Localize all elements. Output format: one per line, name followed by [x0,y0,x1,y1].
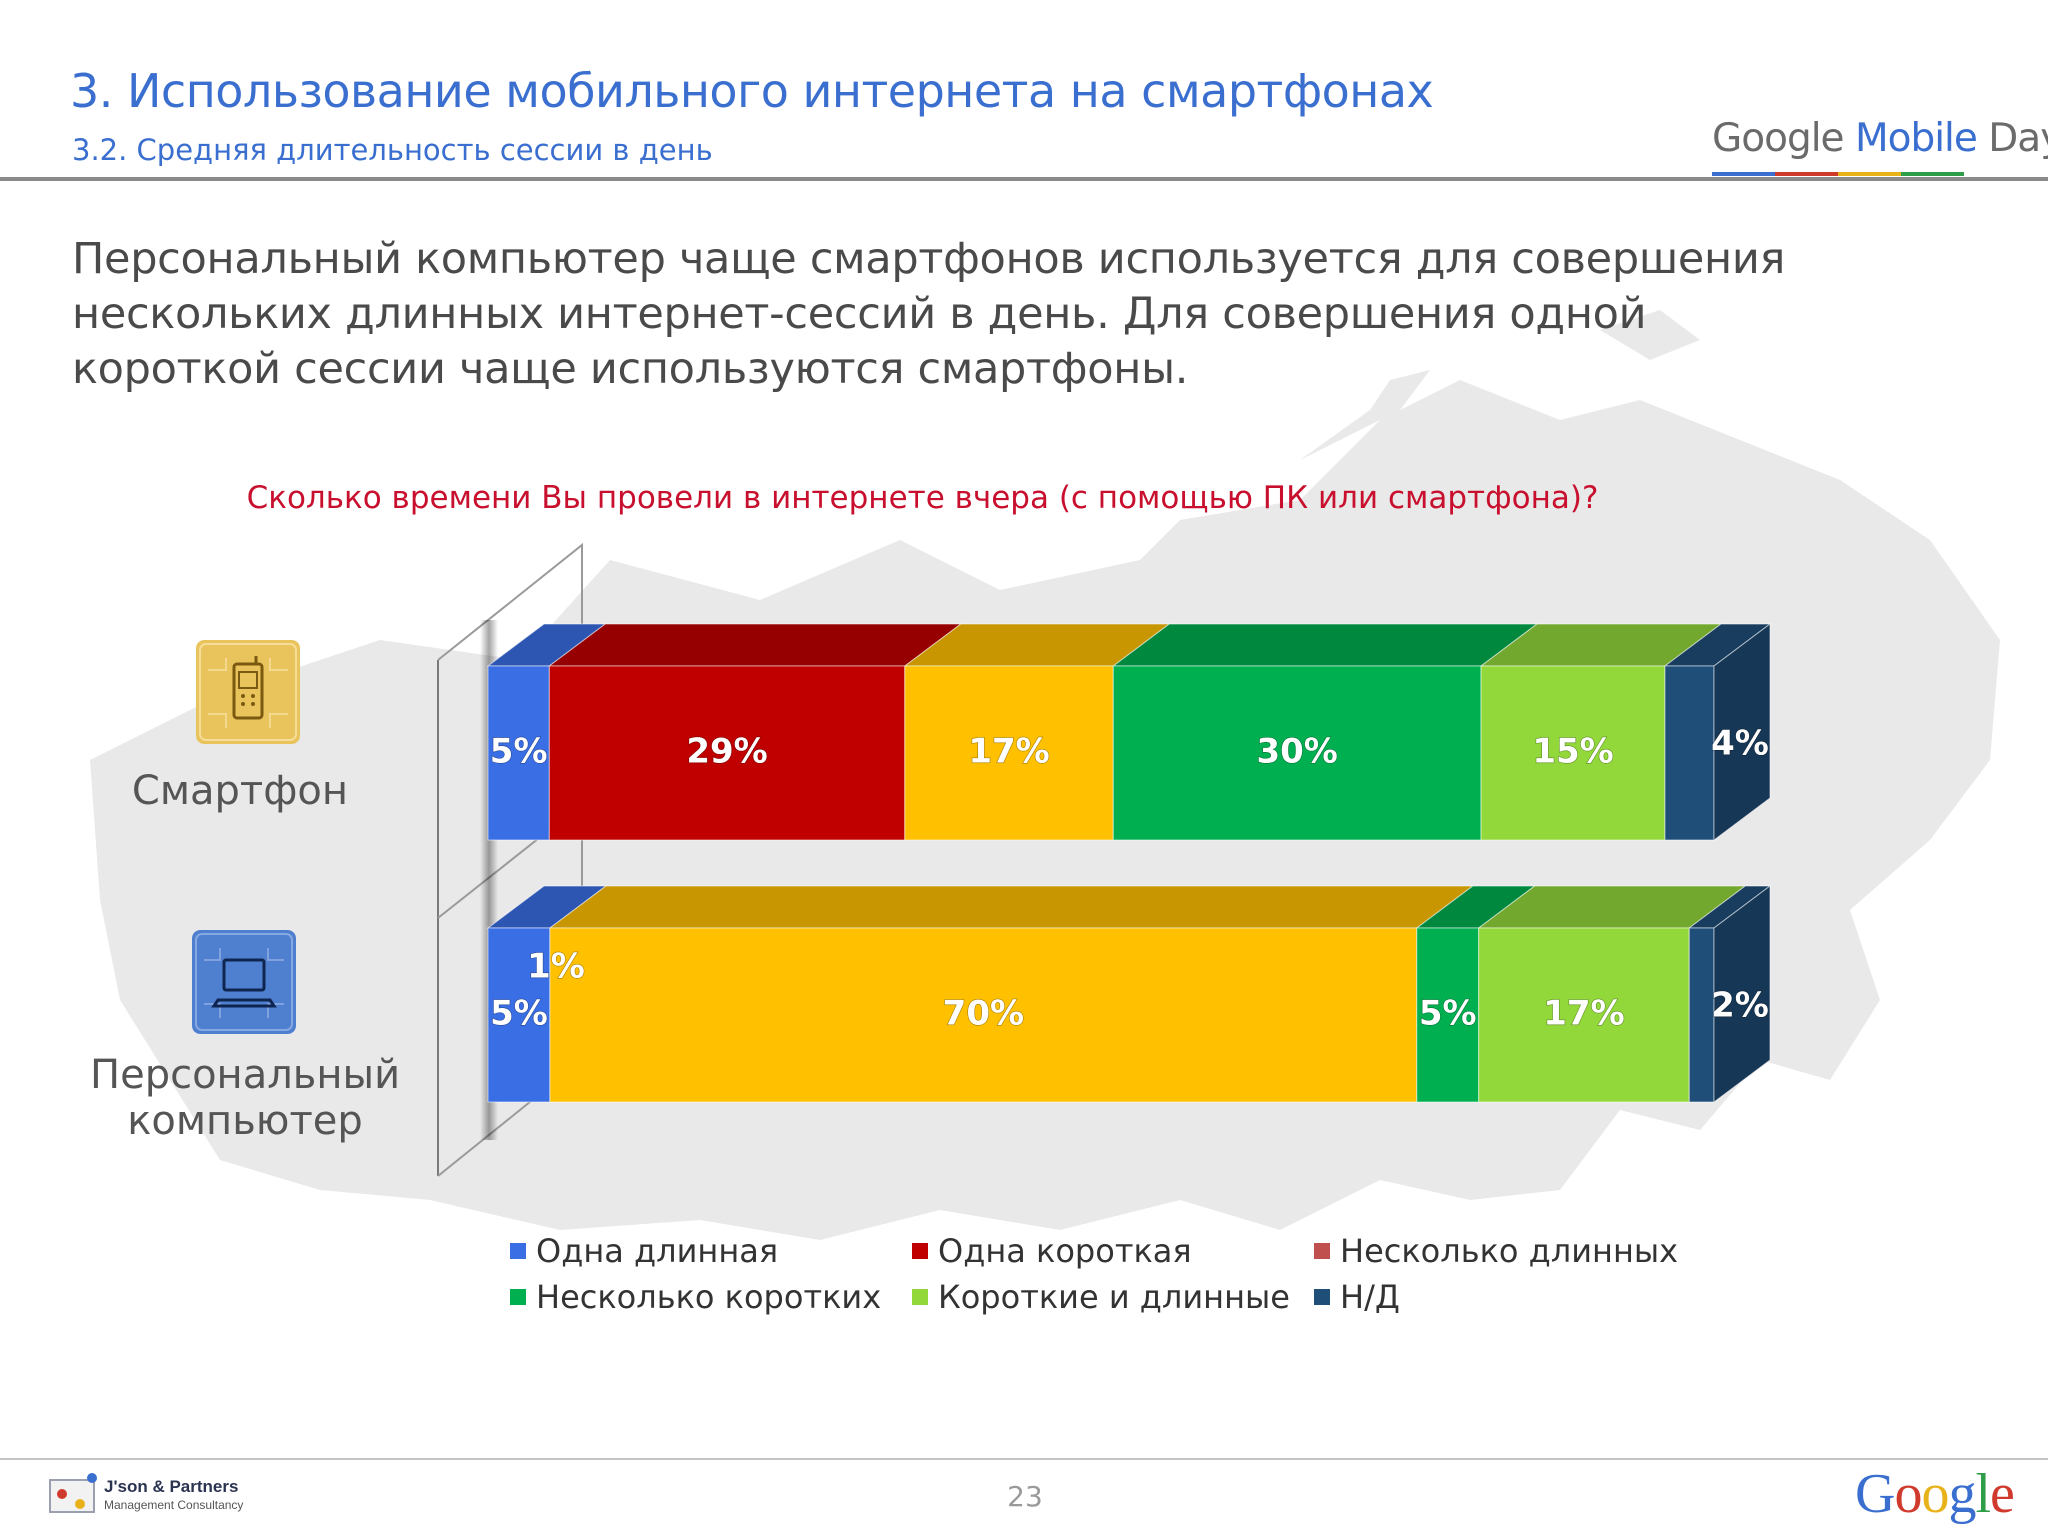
legend-swatch [912,1243,928,1259]
legend-item-several-short: Несколько коротких [510,1278,881,1316]
data-label: 17% [1543,994,1624,1034]
chart-question: Сколько времени Вы провели в интернете в… [246,480,1599,516]
legend-swatch [912,1289,928,1305]
google-logo-letter: g [1948,1463,1976,1525]
legend-item-one-long: Одна длинная [510,1232,778,1270]
footer-company-name: J'son & Partners [104,1477,239,1496]
brand-google-text: Google [1712,116,1845,161]
data-label: 5% [490,994,548,1034]
bar-side-face [1713,885,1771,1103]
bar-side-face [1713,623,1771,841]
bar-top-face [548,885,1475,929]
data-label: 5% [1419,994,1477,1034]
computer-icon [192,930,296,1034]
data-label: 17% [968,732,1049,772]
legend-item-na: Н/Д [1314,1278,1400,1316]
legend-item-several-long: Несколько длинных [1314,1232,1678,1270]
page-subtitle: 3.2. Средняя длительность сессии в день [72,133,713,167]
google-logo-letter: l [1975,1463,1991,1525]
google-logo: Google [1855,1462,2015,1526]
bar-top-face [547,623,963,667]
legend-swatch [510,1289,526,1305]
data-label: 70% [943,994,1024,1034]
google-logo-letter: G [1855,1463,1895,1525]
google-logo-letter: o [1894,1463,1922,1525]
legend-swatch [1314,1289,1330,1305]
legend-label: Несколько длинных [1340,1232,1679,1270]
brand-color-stripe [1712,172,1964,176]
legend-label: Одна короткая [938,1232,1192,1270]
bar-labels-group: 5% 29% 17% 30% 15% 4% 5% 70% 5% 17% 2% 1% [489,723,1769,1034]
data-label: 15% [1532,732,1613,772]
google-logo-letter: o [1921,1463,1949,1525]
brand-day-text: Day [1988,116,2048,161]
header-divider [0,177,2048,181]
bars-group [486,623,1772,1103]
google-mobile-day-logo: Google Mobile Day [1712,116,2048,161]
category-label-computer: Персональный компьютер [90,1052,401,1144]
legend-label: Н/Д [1340,1278,1400,1316]
legend-swatch [1314,1243,1330,1259]
page-title: 3. Использование мобильного интернета на… [70,64,1434,118]
brand-mobile-text: Mobile [1854,116,1978,161]
page-number: 23 [1007,1480,1043,1513]
footer-company-subtitle: Management Consultancy [104,1498,244,1512]
headline-text: Персональный компьютер чаще смартфонов и… [72,234,1786,394]
legend-item-one-short: Одна короткая [912,1232,1192,1270]
data-label-extra: 1% [527,947,585,987]
data-label: 29% [686,732,767,772]
legend-label: Одна длинная [536,1232,779,1270]
bar-top-face [1111,623,1539,667]
data-label: 2% [1711,986,1769,1026]
legend-label: Короткие и длинные [938,1278,1290,1316]
google-logo-letter: e [1990,1463,2015,1525]
smartphone-icon [196,640,300,744]
bar-segment [1664,665,1715,841]
legend-label: Несколько коротких [536,1278,882,1316]
data-label: 30% [1256,732,1337,772]
footer-divider [0,1458,2048,1460]
legend-item-short-and-long: Короткие и длинные [912,1278,1290,1316]
data-label: 4% [1711,724,1769,764]
category-label-smartphone: Смартфон [131,768,349,814]
jp-company-logo [49,1473,97,1513]
legend-swatch [510,1243,526,1259]
data-label: 5% [490,732,548,772]
